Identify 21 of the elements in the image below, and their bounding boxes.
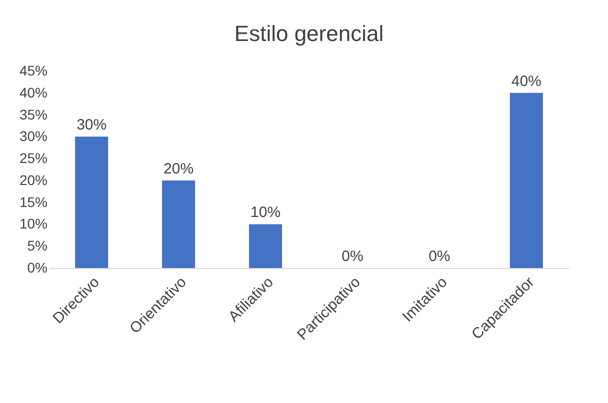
y-tick-label: 40% [19,84,48,100]
y-tick-label: 15% [19,194,48,210]
y-tick-label: 0% [27,260,48,276]
y-tick-label: 45% [19,62,48,78]
chart-title: Estilo gerencial [234,21,384,46]
data-label: 0% [428,248,450,265]
y-tick-label: 20% [19,172,48,188]
data-label: 20% [164,160,194,178]
data-label: 40% [511,72,542,90]
bar [510,92,543,268]
y-tick-label: 10% [19,216,48,232]
y-tick-label: 35% [19,106,48,122]
bar [162,180,196,268]
data-label: 10% [250,204,281,222]
y-tick-label: 30% [19,128,48,144]
data-label: 30% [76,116,107,134]
y-tick-label: 25% [19,150,48,166]
bar [249,224,282,268]
y-tick-label: 5% [27,238,48,254]
bar [75,136,108,268]
data-label: 0% [342,248,364,265]
